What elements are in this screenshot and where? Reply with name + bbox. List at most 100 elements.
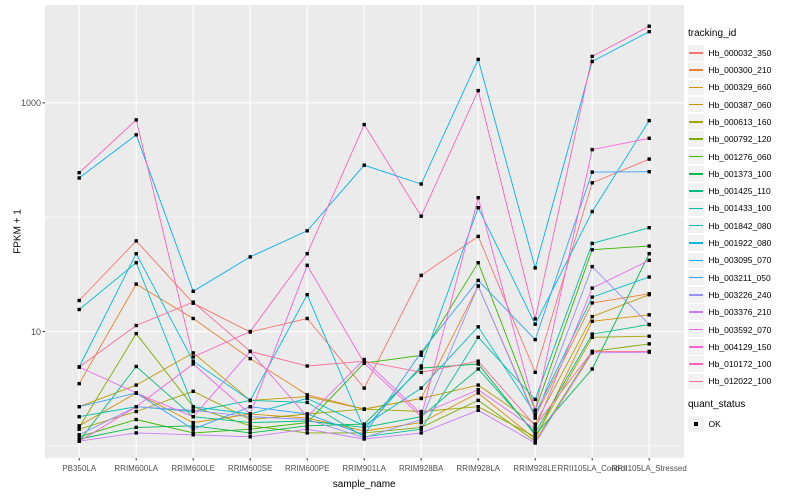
legend-item-quant-OK: OK [688, 416, 800, 432]
x-tick-label: RRIM600PE [284, 464, 330, 473]
legend-shape-items: OK [688, 416, 800, 432]
legend-color-items: Hb_000032_350 Hb_000300_210 Hb_000329_660 H… [688, 45, 800, 390]
legend-key-swatch [688, 217, 704, 234]
x-tick-label: RRII105LA_Control [557, 464, 627, 473]
legend-key-swatch [688, 166, 704, 182]
data-point [191, 289, 195, 293]
data-point [647, 342, 651, 346]
x-tick-label: PB350LA [62, 464, 97, 473]
data-point [476, 359, 480, 363]
data-point [590, 319, 594, 323]
legend-color-title: tracking_id [688, 28, 737, 39]
data-point [647, 258, 651, 262]
data-point [134, 261, 138, 265]
data-point [77, 415, 81, 419]
data-point [191, 427, 195, 431]
x-tick-label: RRIM928BA [398, 464, 444, 473]
data-point [647, 293, 651, 297]
legend-item-label: Hb_004129_150 [708, 341, 772, 352]
data-point [647, 322, 651, 327]
data-point [647, 244, 651, 248]
data-point [248, 417, 252, 422]
data-point [533, 317, 537, 321]
data-point [77, 171, 81, 175]
data-point [362, 422, 366, 426]
data-point [419, 273, 423, 278]
data-point [191, 405, 195, 409]
data-point [476, 398, 480, 403]
legend-line-swatch [689, 276, 703, 279]
data-point [476, 88, 480, 93]
legend-item-label: Hb_003211_050 [708, 272, 771, 283]
data-point [647, 157, 651, 161]
legend-item-label: Hb_001276_060 [708, 151, 772, 162]
data-point [590, 59, 594, 64]
data-point [191, 431, 195, 435]
legend-item-Hb_001276_060: Hb_001276_060 [688, 148, 800, 165]
data-point [191, 300, 195, 304]
legend-line-swatch [689, 207, 703, 210]
legend-item-label: Hb_003226_240 [708, 289, 772, 300]
data-point [533, 408, 537, 412]
x-tick-label: RRII105LA_Stressed [611, 464, 687, 473]
legend-item-label: Hb_010172_100 [708, 359, 772, 370]
data-point [590, 301, 594, 305]
legend-item-label: Hb_001373_100 [708, 168, 772, 179]
data-point [248, 415, 252, 419]
legend-item-Hb_000387_060: Hb_000387_060 [688, 96, 800, 113]
data-point [647, 170, 651, 174]
data-point [77, 307, 81, 312]
data-point [362, 407, 366, 411]
data-point [590, 349, 594, 354]
data-point [305, 263, 309, 267]
legend-item-Hb_003226_240: Hb_003226_240 [688, 287, 800, 303]
legend-line-swatch [689, 328, 703, 331]
data-point [248, 398, 252, 403]
legend-key-swatch [688, 62, 704, 78]
legend-key-swatch [688, 183, 704, 199]
legend-item-Hb_004129_150: Hb_004129_150 [688, 339, 800, 355]
data-point [419, 182, 423, 186]
data-point [305, 424, 309, 428]
data-point [305, 394, 309, 399]
data-point [191, 355, 195, 359]
data-point [305, 415, 309, 419]
data-point [533, 424, 537, 428]
data-point [134, 409, 138, 414]
legend-line-swatch [689, 121, 703, 123]
data-point [305, 316, 309, 321]
data-point [590, 264, 594, 269]
legend-item-Hb_003211_050: Hb_003211_050 [688, 269, 800, 286]
data-point [533, 422, 537, 426]
legend-item-label: Hb_000329_660 [708, 82, 772, 93]
data-point [590, 181, 594, 185]
y-tick-label: 1000 [20, 97, 41, 108]
legend-line-swatch [689, 155, 703, 158]
legend-item-label: OK [708, 418, 721, 429]
data-point [134, 239, 138, 243]
data-point [476, 408, 480, 412]
legend-item-label: Hb_012022_100 [708, 376, 772, 387]
data-point [419, 386, 423, 390]
data-point [476, 234, 480, 239]
data-point [305, 396, 309, 401]
data-point [476, 325, 480, 329]
data-point [476, 261, 480, 265]
data-point [533, 266, 537, 270]
legend-item-Hb_000329_660: Hb_000329_660 [688, 79, 800, 96]
legend-line-swatch [689, 103, 703, 106]
data-point [77, 298, 81, 303]
data-point [476, 57, 480, 62]
data-point [134, 391, 138, 395]
data-point [191, 408, 195, 412]
data-point [134, 425, 138, 430]
data-point [419, 364, 423, 368]
legend-line-swatch [689, 138, 703, 140]
data-point [647, 252, 651, 256]
legend-key-swatch [688, 339, 704, 355]
data-point [305, 412, 309, 416]
data-point [476, 335, 480, 339]
data-point [77, 365, 81, 369]
legend-item-Hb_000032_350: Hb_000032_350 [688, 45, 800, 61]
